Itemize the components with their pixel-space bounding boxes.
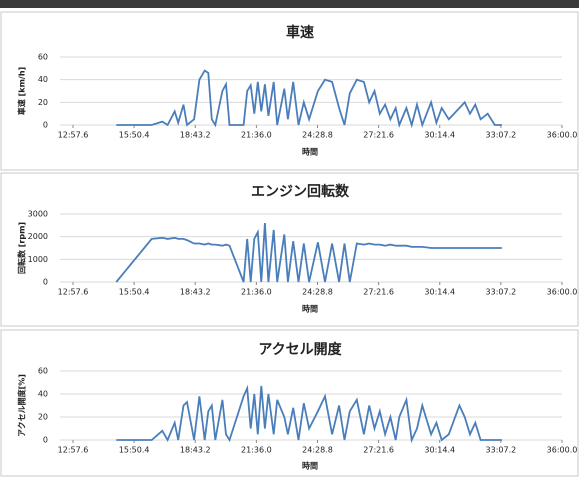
x-axis-label: 時間 xyxy=(302,304,318,314)
x-tick-label: 24:28.8 xyxy=(302,288,333,297)
y-tick-label: 0 xyxy=(43,436,48,445)
x-tick-label: 21:36.0 xyxy=(241,131,272,140)
y-tick-label: 20 xyxy=(38,98,48,107)
y-axis-label: 回転数 [rpm] xyxy=(17,222,27,274)
y-axis-label: アクセル開度[%] xyxy=(17,374,27,437)
y-tick-label: 40 xyxy=(38,75,48,84)
x-tick-label: 27:21.6 xyxy=(363,288,394,297)
x-tick-label: 36:00.0 xyxy=(547,131,578,140)
x-tick-label: 18:43.2 xyxy=(180,446,211,455)
photo-strip xyxy=(0,0,579,8)
chart-title: エンジン回転数 xyxy=(251,183,350,200)
y-tick-label: 60 xyxy=(38,367,48,376)
y-axis-label: 車速 [km/h] xyxy=(17,67,27,115)
x-tick-label: 18:43.2 xyxy=(180,131,211,140)
x-tick-label: 24:28.8 xyxy=(302,446,333,455)
x-tick-label: 36:00.0 xyxy=(547,288,578,297)
x-tick-label: 15:50.4 xyxy=(119,446,150,455)
x-tick-label: 27:21.6 xyxy=(363,446,394,455)
y-tick-label: 40 xyxy=(38,390,48,399)
x-tick-label: 30:14.4 xyxy=(424,288,455,297)
y-tick-label: 2000 xyxy=(28,232,48,241)
x-tick-label: 30:14.4 xyxy=(424,446,455,455)
x-tick-label: 15:50.4 xyxy=(119,288,150,297)
y-tick-label: 0 xyxy=(43,121,48,130)
x-tick-label: 12:57.6 xyxy=(58,446,89,455)
x-tick-label: 15:50.4 xyxy=(119,131,150,140)
screenshot: 車速 0 20 40 60 12:57.6 15:50.4 18:43.2 21:36.0 24:… xyxy=(0,0,579,477)
x-tick-label: 30:14.4 xyxy=(424,131,455,140)
x-tick-label: 33:07.2 xyxy=(486,288,517,297)
x-tick-label: 21:36.0 xyxy=(241,446,272,455)
x-tick-label: 18:43.2 xyxy=(180,288,211,297)
chart-title: アクセル開度 xyxy=(258,341,342,358)
y-tick-label: 0 xyxy=(43,278,48,287)
y-tick-label: 60 xyxy=(38,53,48,62)
x-axis-label: 時間 xyxy=(302,461,318,471)
x-axis-label: 時間 xyxy=(302,147,318,157)
x-tick-label: 24:28.8 xyxy=(302,131,333,140)
y-tick-label: 3000 xyxy=(28,210,48,219)
y-tick-label: 20 xyxy=(38,413,48,422)
x-tick-label: 33:07.2 xyxy=(486,446,517,455)
x-tick-label: 36:00.0 xyxy=(547,446,578,455)
x-tick-label: 27:21.6 xyxy=(363,131,394,140)
y-tick-label: 1000 xyxy=(28,255,48,264)
x-tick-label: 12:57.6 xyxy=(58,288,89,297)
x-tick-label: 33:07.2 xyxy=(486,131,517,140)
x-tick-label: 12:57.6 xyxy=(58,131,89,140)
x-tick-label: 21:36.0 xyxy=(241,288,272,297)
chart-title: 車速 xyxy=(286,24,314,41)
